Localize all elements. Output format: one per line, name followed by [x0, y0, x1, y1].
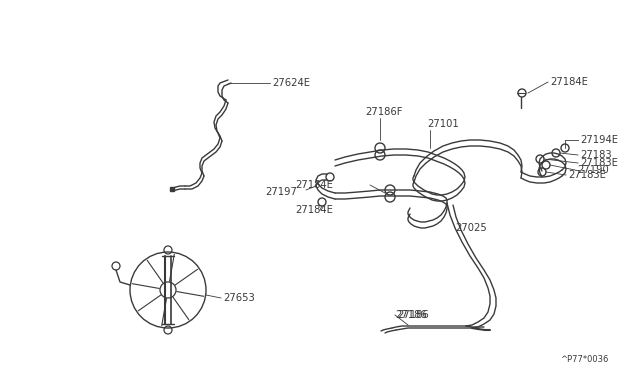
Text: 27025: 27025 [455, 223, 487, 233]
Text: ^P77*0036: ^P77*0036 [560, 356, 609, 365]
Text: 27624E: 27624E [272, 78, 310, 88]
Text: 27183E: 27183E [568, 170, 606, 180]
Text: 27101: 27101 [427, 119, 459, 129]
Text: 27186F: 27186F [365, 107, 403, 117]
Text: 27183E: 27183E [580, 158, 618, 168]
Text: 27197: 27197 [265, 187, 297, 197]
Text: 27186: 27186 [397, 310, 429, 320]
Text: 27184E: 27184E [295, 180, 333, 190]
Text: 27184E: 27184E [550, 77, 588, 87]
Text: 27194E: 27194E [580, 135, 618, 145]
Text: 27184E: 27184E [295, 205, 333, 215]
Text: 27183: 27183 [580, 150, 612, 160]
Text: 27186: 27186 [395, 310, 427, 320]
Text: 27653: 27653 [223, 293, 255, 303]
Text: 27190: 27190 [577, 165, 609, 175]
